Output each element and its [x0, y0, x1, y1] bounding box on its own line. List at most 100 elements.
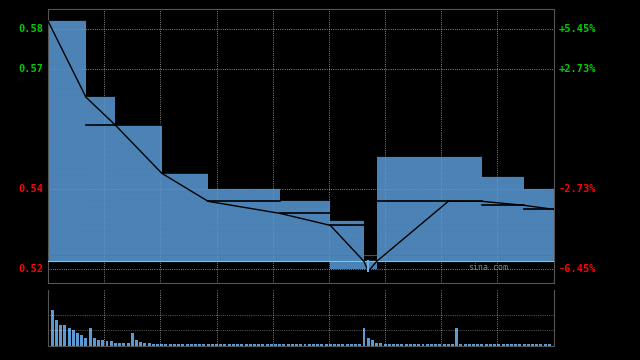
- Bar: [510, 343, 513, 346]
- Bar: [392, 343, 395, 346]
- Bar: [207, 344, 209, 346]
- Bar: [274, 343, 277, 346]
- Bar: [118, 343, 121, 346]
- Bar: [455, 328, 458, 346]
- Bar: [177, 344, 180, 346]
- Bar: [430, 343, 433, 346]
- Text: sina.com: sina.com: [468, 264, 508, 273]
- Text: 0.54: 0.54: [18, 184, 43, 194]
- Bar: [295, 344, 298, 346]
- Bar: [280, 201, 330, 261]
- Bar: [181, 344, 184, 346]
- Bar: [375, 343, 378, 346]
- Bar: [186, 344, 189, 346]
- Text: -2.73%: -2.73%: [559, 184, 596, 194]
- Bar: [160, 343, 163, 346]
- Bar: [324, 344, 328, 346]
- Bar: [148, 343, 150, 346]
- Bar: [261, 344, 264, 346]
- Bar: [489, 343, 492, 346]
- Bar: [364, 261, 377, 269]
- Bar: [127, 343, 129, 346]
- Bar: [257, 343, 260, 346]
- Bar: [169, 343, 172, 346]
- Bar: [377, 157, 448, 261]
- Bar: [388, 343, 391, 346]
- Bar: [282, 344, 285, 346]
- Bar: [463, 343, 467, 346]
- Bar: [220, 344, 222, 346]
- Bar: [101, 341, 104, 346]
- Bar: [241, 344, 243, 346]
- Bar: [404, 343, 408, 346]
- Bar: [115, 125, 162, 261]
- Bar: [303, 344, 307, 346]
- Bar: [337, 344, 340, 346]
- Bar: [152, 343, 155, 346]
- Text: 0.57: 0.57: [18, 64, 43, 74]
- Bar: [472, 343, 475, 346]
- Bar: [156, 343, 159, 346]
- Text: +5.45%: +5.45%: [559, 24, 596, 34]
- Bar: [291, 344, 294, 346]
- Bar: [253, 344, 256, 346]
- Bar: [244, 344, 248, 346]
- Bar: [350, 344, 353, 346]
- Bar: [413, 343, 416, 346]
- Bar: [443, 343, 445, 346]
- Bar: [164, 343, 168, 346]
- Bar: [173, 344, 176, 346]
- Bar: [114, 343, 117, 346]
- Bar: [531, 343, 534, 346]
- Bar: [497, 343, 500, 346]
- Bar: [55, 320, 58, 346]
- Bar: [316, 344, 319, 346]
- Bar: [354, 344, 357, 346]
- Bar: [59, 325, 62, 346]
- Bar: [535, 343, 538, 346]
- Bar: [346, 344, 349, 346]
- Bar: [48, 21, 86, 261]
- Bar: [409, 343, 412, 346]
- Bar: [502, 343, 504, 346]
- Bar: [278, 344, 281, 346]
- Bar: [460, 343, 462, 346]
- Bar: [47, 299, 49, 346]
- Bar: [476, 343, 479, 346]
- Bar: [329, 344, 332, 346]
- Text: +2.73%: +2.73%: [559, 64, 596, 74]
- Bar: [333, 344, 336, 346]
- Bar: [162, 173, 208, 261]
- Bar: [506, 343, 509, 346]
- Bar: [448, 157, 482, 261]
- Bar: [493, 343, 496, 346]
- Bar: [106, 342, 108, 346]
- Bar: [482, 177, 524, 261]
- Bar: [68, 328, 70, 346]
- Bar: [451, 343, 454, 346]
- Bar: [249, 344, 252, 346]
- Bar: [548, 343, 551, 346]
- Bar: [434, 343, 437, 346]
- Bar: [540, 343, 543, 346]
- Bar: [367, 338, 370, 346]
- Bar: [84, 338, 88, 346]
- Bar: [342, 344, 344, 346]
- Bar: [518, 343, 522, 346]
- Bar: [330, 221, 364, 269]
- Bar: [63, 325, 67, 346]
- Bar: [232, 344, 235, 346]
- Bar: [80, 335, 83, 346]
- Bar: [417, 343, 420, 346]
- Bar: [481, 343, 483, 346]
- Bar: [76, 333, 79, 346]
- Bar: [109, 342, 113, 346]
- Bar: [122, 343, 125, 346]
- Bar: [198, 344, 201, 346]
- Bar: [266, 344, 269, 346]
- Bar: [438, 343, 442, 346]
- Bar: [527, 343, 530, 346]
- Bar: [422, 343, 424, 346]
- Text: -6.45%: -6.45%: [559, 265, 596, 274]
- Bar: [97, 341, 100, 346]
